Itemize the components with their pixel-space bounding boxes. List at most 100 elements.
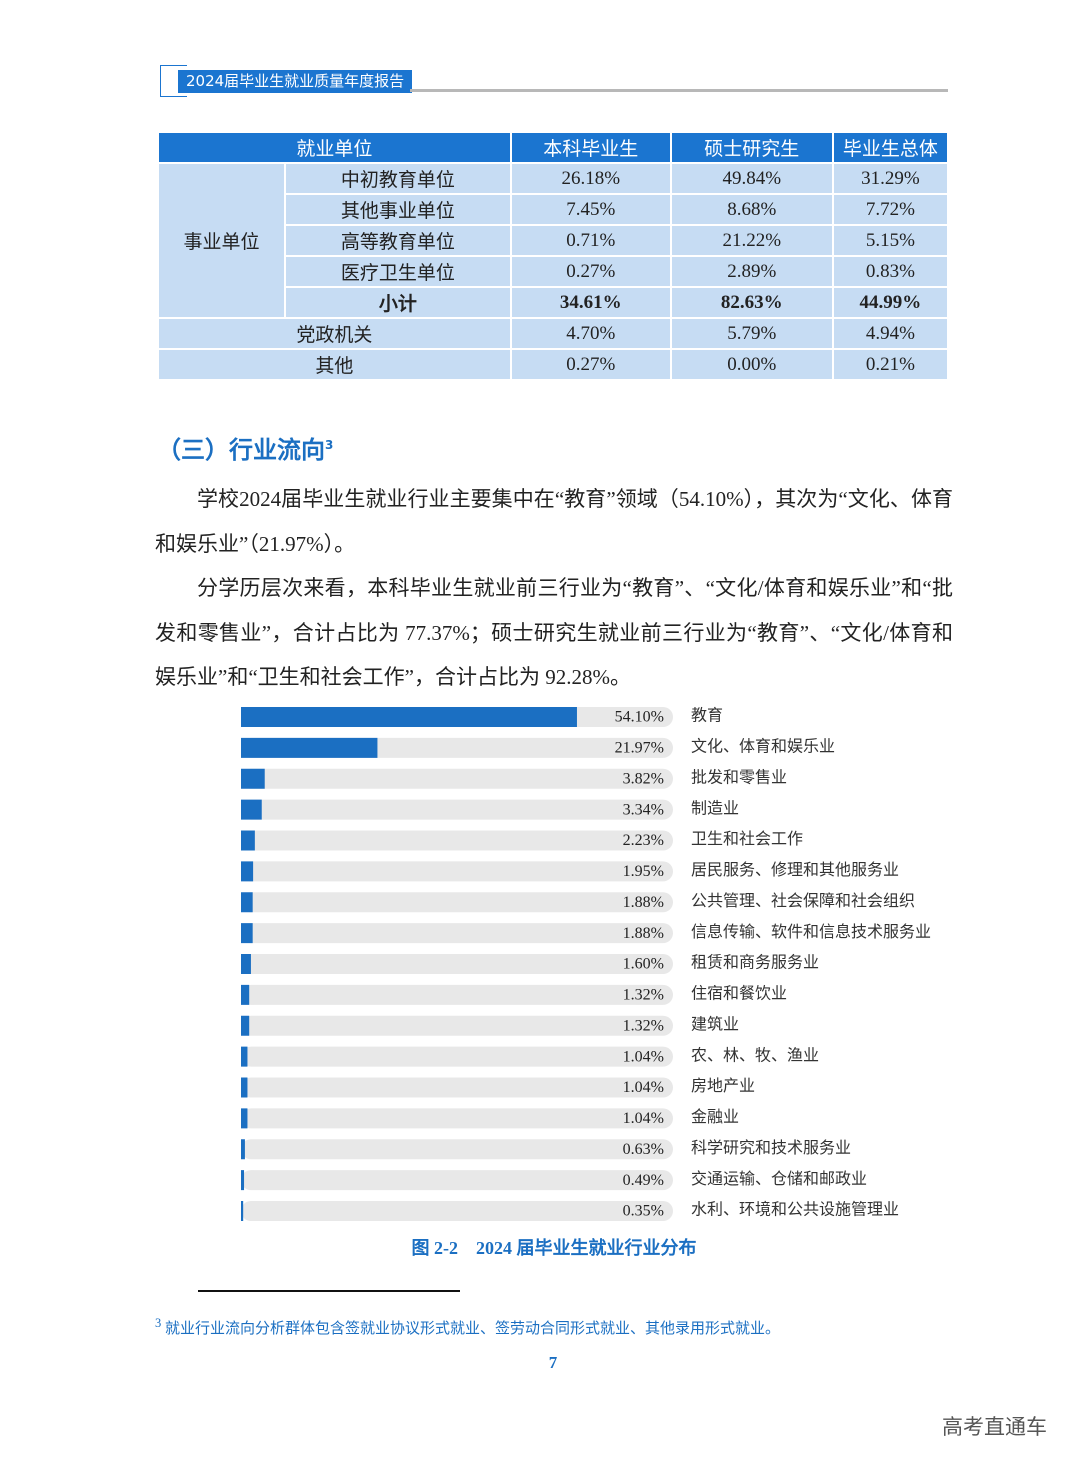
bar (241, 923, 253, 944)
bar-track (241, 892, 673, 913)
value-label: 1.95% (623, 863, 664, 880)
bar (241, 954, 251, 974)
cell: 4.70% (509, 317, 672, 350)
bar-track (241, 799, 673, 820)
cell: 4.94% (831, 317, 950, 350)
header-frame (160, 65, 187, 97)
row-label: 高等教育单位 (284, 224, 512, 257)
bar (241, 830, 255, 851)
cell: 2.89% (669, 255, 834, 288)
category-label: 水利、环境和公共设施管理业 (691, 1200, 899, 1219)
bar-track (241, 768, 673, 789)
bar (241, 1108, 248, 1129)
cell: 34.61% (509, 286, 672, 319)
value-label: 1.04% (623, 1048, 664, 1065)
category-label: 公共管理、社会保障和社会组织 (691, 892, 915, 910)
cell: 5.79% (669, 317, 834, 350)
bar (241, 984, 250, 1005)
cell: 26.18% (509, 162, 672, 195)
bar-track (241, 1108, 673, 1129)
bar (241, 799, 262, 820)
bar-track (241, 1077, 673, 1098)
table-header: 就业单位 (157, 131, 512, 164)
category-label: 信息传输、软件和信息技术服务业 (691, 923, 931, 941)
category-label: 卫生和社会工作 (691, 830, 803, 848)
cell: 49.84% (669, 162, 834, 195)
bar (241, 1170, 245, 1191)
category-label: 住宿和餐饮业 (691, 985, 787, 1003)
cell: 21.22% (669, 224, 834, 257)
value-label: 3.34% (623, 801, 664, 818)
bar (241, 1201, 244, 1221)
bar (241, 861, 254, 882)
value-label: 0.49% (623, 1172, 664, 1189)
cell: 5.15% (831, 224, 950, 257)
value-label: 0.35% (623, 1203, 664, 1220)
cell: 44.99% (831, 286, 950, 319)
cell: 31.29% (831, 162, 950, 195)
bar (241, 768, 265, 789)
cell: 0.27% (509, 255, 672, 288)
table-header: 毕业生总体 (831, 131, 950, 164)
value-label: 0.63% (623, 1141, 664, 1158)
bar (241, 737, 378, 758)
row-label: 其他事业单位 (284, 193, 512, 226)
bar (241, 1139, 245, 1160)
group-cell: 事业单位 (157, 162, 286, 319)
value-label: 1.60% (623, 956, 664, 973)
value-label: 3.82% (623, 770, 664, 787)
page-number: 7 (548, 1353, 558, 1372)
bar (241, 707, 577, 727)
cell: 7.72% (831, 193, 950, 226)
cell: 0.00% (669, 348, 834, 381)
value-label: 1.32% (623, 987, 664, 1004)
bar-track (241, 984, 673, 1005)
category-label: 科学研究和技术服务业 (691, 1139, 851, 1157)
row-label: 小计 (284, 286, 512, 319)
figure-caption: 图 2-2 2024 届毕业生就业行业分布 (411, 1238, 697, 1258)
cell: 0.83% (831, 255, 950, 288)
category-label: 教育 (691, 707, 723, 725)
watermark: 高考直通车 (942, 1415, 1047, 1439)
bar-track (241, 1015, 673, 1036)
value-label: 1.32% (623, 1017, 664, 1034)
footnote-mark: 3 (325, 438, 334, 452)
bar-track (241, 1046, 673, 1067)
bar (241, 1046, 248, 1067)
category-label: 建筑业 (691, 1015, 739, 1033)
bar-track (241, 923, 673, 944)
bar-track (241, 954, 673, 974)
cell: 0.21% (831, 348, 950, 381)
category-label: 制造业 (691, 799, 739, 817)
category-label: 交通运输、仓储和邮政业 (691, 1170, 867, 1188)
value-label: 1.88% (623, 894, 664, 911)
category-label: 租赁和商务服务业 (691, 954, 819, 972)
category-label: 金融业 (691, 1108, 739, 1126)
category-label: 批发和零售业 (691, 768, 787, 786)
table-header: 硕士研究生 (669, 131, 834, 164)
footnote-mark: 3 (155, 1316, 162, 1330)
value-label: 1.04% (623, 1110, 664, 1127)
employer-table: 就业单位 本科毕业生 硕士研究生 毕业生总体 事业单位 中初教育单位 26.18%… (157, 131, 950, 381)
category-label: 农、林、牧、渔业 (691, 1046, 819, 1064)
footnote-text: 就业行业流向分析群体包含签就业协议形式就业、签劳动合同形式就业、其他录用形式就业… (165, 1321, 781, 1337)
footnote-rule (198, 1290, 460, 1292)
industry-chart: 54.10% 教育 21.97% 文化、体育和娱乐业 3.82% 批发和零售业 3.34% 制… (241, 707, 931, 1221)
cell: 82.63% (669, 286, 834, 319)
section-heading: （三）行业流向3 (157, 430, 333, 465)
header-rule (410, 89, 948, 92)
bar-track (241, 830, 673, 851)
bar (241, 1077, 248, 1098)
row-label: 中初教育单位 (284, 162, 512, 195)
cell: 0.27% (509, 348, 672, 381)
paragraph: 分学历层次来看，本科毕业生就业前三行业为“教育”、“文化/体育和娱乐业”和“批发… (155, 576, 953, 689)
header-title: 2024届毕业生就业质量年度报告 (178, 70, 413, 93)
value-label: 1.04% (623, 1079, 664, 1096)
value-label: 2.23% (623, 832, 664, 849)
footnote: 3 就业行业流向分析群体包含签就业协议形式就业、签劳动合同形式就业、其他录用形式… (155, 1316, 780, 1338)
cell: 0.71% (509, 224, 672, 257)
category-label: 居民服务、修理和其他服务业 (691, 861, 899, 879)
row-label: 党政机关 (157, 317, 512, 350)
paragraph: 学校2024届毕业生就业行业主要集中在“教育”领域（54.10%），其次为“文化… (155, 487, 953, 556)
